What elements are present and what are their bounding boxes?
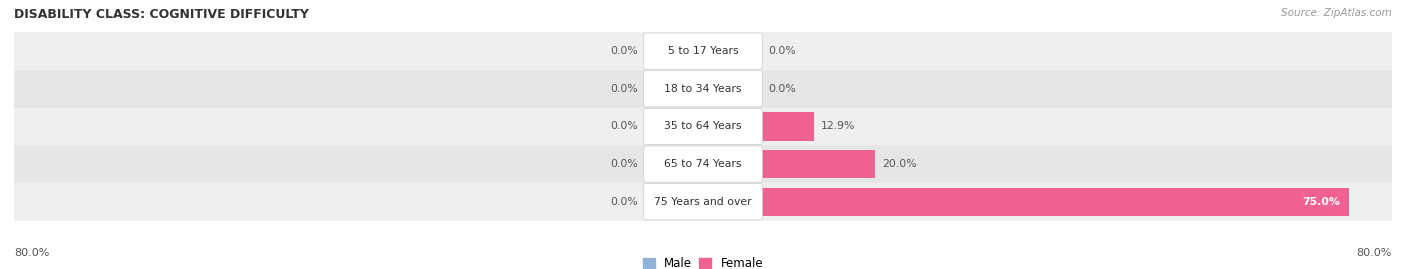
Bar	[690, 75, 703, 103]
Bar	[14, 70, 1392, 108]
FancyBboxPatch shape	[644, 71, 762, 107]
FancyBboxPatch shape	[644, 184, 762, 220]
Text: 0.0%: 0.0%	[610, 121, 638, 132]
Bar	[703, 112, 814, 140]
Text: 65 to 74 Years: 65 to 74 Years	[664, 159, 742, 169]
FancyBboxPatch shape	[644, 108, 762, 144]
Text: 75 Years and over: 75 Years and over	[654, 197, 752, 207]
FancyBboxPatch shape	[644, 146, 762, 182]
Bar	[690, 37, 703, 65]
Text: 75.0%: 75.0%	[1302, 197, 1340, 207]
Bar	[14, 32, 1392, 70]
Bar	[703, 37, 716, 65]
Text: 20.0%: 20.0%	[882, 159, 917, 169]
Text: 5 to 17 Years: 5 to 17 Years	[668, 46, 738, 56]
Bar	[14, 183, 1392, 221]
Bar	[703, 150, 875, 178]
Text: 0.0%: 0.0%	[610, 84, 638, 94]
Text: Source: ZipAtlas.com: Source: ZipAtlas.com	[1281, 8, 1392, 18]
Text: 0.0%: 0.0%	[610, 197, 638, 207]
Bar	[690, 187, 703, 216]
FancyBboxPatch shape	[644, 33, 762, 69]
Text: 0.0%: 0.0%	[610, 159, 638, 169]
Bar	[703, 187, 1348, 216]
Legend: Male, Female: Male, Female	[638, 253, 768, 269]
Bar	[14, 108, 1392, 145]
Bar	[14, 145, 1392, 183]
Text: 80.0%: 80.0%	[1357, 248, 1392, 258]
Text: DISABILITY CLASS: COGNITIVE DIFFICULTY: DISABILITY CLASS: COGNITIVE DIFFICULTY	[14, 8, 309, 21]
Text: 0.0%: 0.0%	[768, 84, 796, 94]
Bar	[690, 112, 703, 140]
Bar	[690, 150, 703, 178]
Text: 0.0%: 0.0%	[768, 46, 796, 56]
Text: 12.9%: 12.9%	[821, 121, 855, 132]
Bar	[703, 75, 716, 103]
Text: 18 to 34 Years: 18 to 34 Years	[664, 84, 742, 94]
Text: 0.0%: 0.0%	[610, 46, 638, 56]
Text: 35 to 64 Years: 35 to 64 Years	[664, 121, 742, 132]
Text: 80.0%: 80.0%	[14, 248, 49, 258]
